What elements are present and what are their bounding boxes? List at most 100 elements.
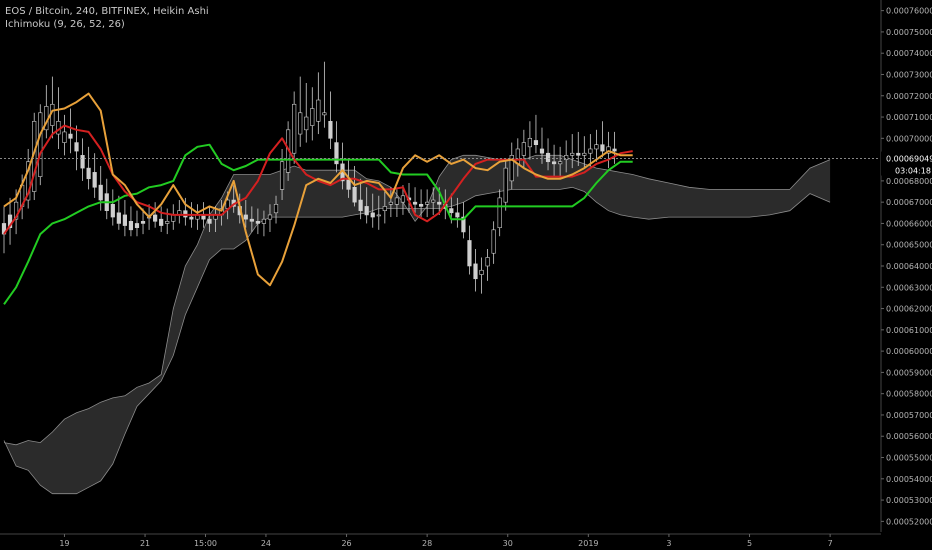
candle	[104, 178, 109, 220]
candle	[497, 189, 502, 237]
price-tick-label: 0.00065000	[886, 241, 932, 250]
candle	[68, 108, 73, 154]
candle	[364, 187, 369, 224]
candle-body	[606, 146, 611, 154]
candle	[279, 148, 285, 201]
candle	[461, 202, 466, 239]
candle-body	[116, 212, 121, 224]
candle	[479, 257, 484, 294]
candle	[140, 208, 146, 235]
price-tick-label: 0.00068000	[886, 177, 932, 186]
candle-body	[153, 214, 158, 222]
candle	[292, 91, 297, 164]
price-tick-label: 0.00071000	[886, 113, 932, 122]
candle	[26, 148, 31, 209]
candle	[539, 127, 545, 164]
candle	[533, 114, 539, 154]
candle	[588, 134, 593, 166]
candle-body	[412, 201, 418, 205]
candle	[328, 91, 333, 149]
candle-body	[298, 112, 303, 135]
candle	[382, 191, 387, 224]
price-tick-label: 0.00070000	[886, 134, 932, 143]
candle	[92, 153, 97, 198]
candle-body	[576, 152, 581, 156]
candle	[56, 87, 61, 149]
candle	[521, 129, 526, 169]
time-tick-label: 2019	[578, 539, 598, 548]
candle	[376, 195, 381, 230]
time-tick-label: 24	[261, 539, 271, 548]
candle	[98, 165, 103, 211]
candle-body	[165, 221, 170, 224]
candle	[171, 204, 176, 230]
candle-body	[110, 203, 115, 218]
candle	[545, 138, 551, 171]
time-axis: 19 21 15:00 24 26 28 30 2019 3 5 7	[0, 533, 881, 548]
candle-body	[418, 203, 424, 207]
candle-body	[564, 155, 569, 160]
candle-body	[13, 201, 19, 220]
candle	[7, 197, 13, 245]
candle	[431, 187, 436, 215]
candle	[116, 195, 121, 230]
candle-body	[594, 144, 599, 150]
price-tick-label: 0.00055000	[886, 454, 932, 463]
candle-body	[425, 201, 430, 205]
candle-body	[509, 155, 514, 182]
candle	[38, 104, 43, 186]
candle	[606, 131, 611, 169]
candle-body	[364, 206, 369, 216]
indicator-legend[interactable]: Ichimoku (9, 26, 52, 26)	[5, 19, 125, 30]
last-price-label: 0.00069049	[886, 155, 932, 164]
candle-body	[316, 99, 321, 122]
ichimoku-lines-layer	[3, 92, 633, 305]
candle	[74, 125, 79, 171]
price-tick-label: 0.00059000	[886, 368, 932, 377]
last-price-marker: 0.00069049 03:04:18	[881, 151, 932, 176]
candle	[195, 204, 200, 230]
price-tick-label: 0.00062000	[886, 305, 932, 314]
price-tick-label: 0.00054000	[886, 475, 932, 484]
candle-body	[122, 214, 127, 226]
price-tick-label: 0.00057000	[886, 411, 932, 420]
candle-body	[334, 142, 339, 165]
candle	[177, 200, 182, 224]
candle	[503, 159, 508, 211]
candle	[50, 76, 55, 139]
candle-body	[322, 112, 327, 116]
price-tick-label: 0.00066000	[886, 219, 932, 228]
candle-body	[588, 148, 593, 154]
candle-body	[292, 103, 297, 154]
candle	[527, 121, 533, 160]
time-tick-label: 28	[422, 539, 432, 548]
time-tick-label: 21	[140, 539, 150, 548]
candle	[467, 225, 472, 275]
price-tick-label: 0.00052000	[886, 517, 932, 526]
candle	[1, 206, 7, 254]
lagging-span-line	[3, 143, 633, 305]
candle	[558, 146, 563, 179]
candle-body	[539, 148, 545, 154]
candle	[322, 61, 327, 128]
candle	[304, 82, 309, 143]
candle-body	[74, 142, 79, 152]
price-tick-label: 0.00060000	[886, 347, 932, 356]
candle-body	[56, 120, 61, 135]
price-tick-label: 0.00058000	[886, 390, 932, 399]
candle	[418, 189, 424, 218]
candle-body	[461, 216, 466, 233]
candle	[159, 206, 164, 232]
price-tick-label: 0.00074000	[886, 49, 932, 58]
candle	[394, 189, 400, 218]
symbol-legend[interactable]: EOS / Bitcoin, 240, BITFINEX, Heikin Ash…	[5, 6, 209, 17]
senkou_span_lower-line	[3, 186, 831, 495]
candle	[334, 121, 339, 173]
candle	[153, 202, 158, 228]
candle-body	[7, 214, 13, 228]
candle	[491, 221, 496, 264]
candle	[273, 195, 279, 224]
price-tick-label: 0.00064000	[886, 262, 932, 271]
